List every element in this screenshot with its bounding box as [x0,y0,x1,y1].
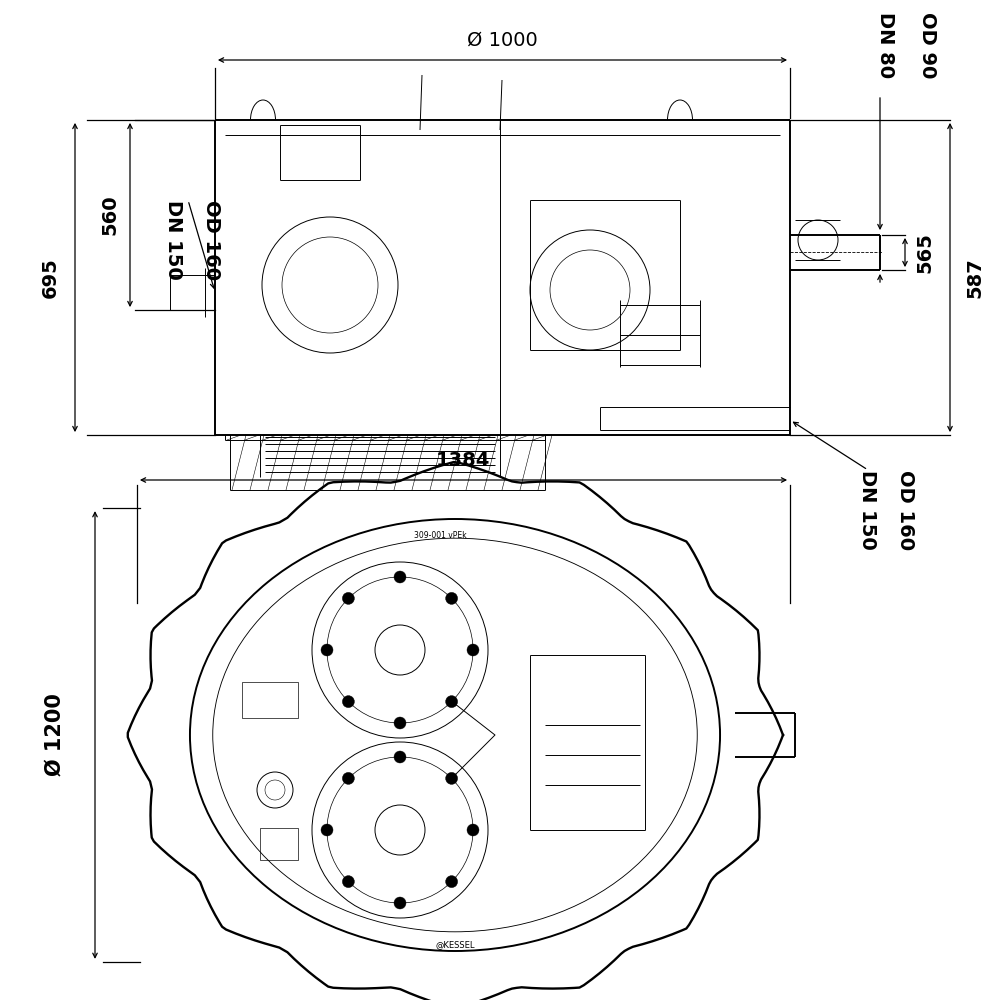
Text: Ø 1000: Ø 1000 [467,31,538,50]
Text: 565: 565 [916,232,934,273]
Text: 560: 560 [100,195,120,235]
Circle shape [321,644,333,656]
Circle shape [342,876,354,888]
Circle shape [467,824,479,836]
Text: @KESSEL: @KESSEL [435,940,475,950]
Circle shape [446,772,458,784]
Circle shape [394,571,406,583]
Text: 309-001 vPEk: 309-001 vPEk [414,530,466,540]
Circle shape [321,824,333,836]
Circle shape [342,696,354,708]
Text: 695: 695 [40,257,60,298]
Circle shape [394,897,406,909]
Text: OD 160: OD 160 [202,200,220,280]
Circle shape [394,717,406,729]
Circle shape [394,751,406,763]
Circle shape [446,696,458,708]
Circle shape [342,772,354,784]
Text: DN 150: DN 150 [164,200,182,280]
Circle shape [342,592,354,604]
Bar [260,828,298,860]
Text: 1384: 1384 [436,451,491,470]
Text: Ø 1200: Ø 1200 [45,694,65,776]
Bar [242,682,298,718]
Text: 587: 587 [966,257,984,298]
Circle shape [446,876,458,888]
Text: DN 150: DN 150 [858,470,878,550]
Text: DN 80: DN 80 [876,12,895,78]
Text: OD 90: OD 90 [918,12,936,78]
Circle shape [467,644,479,656]
Circle shape [446,592,458,604]
Text: OD 160: OD 160 [896,470,916,550]
